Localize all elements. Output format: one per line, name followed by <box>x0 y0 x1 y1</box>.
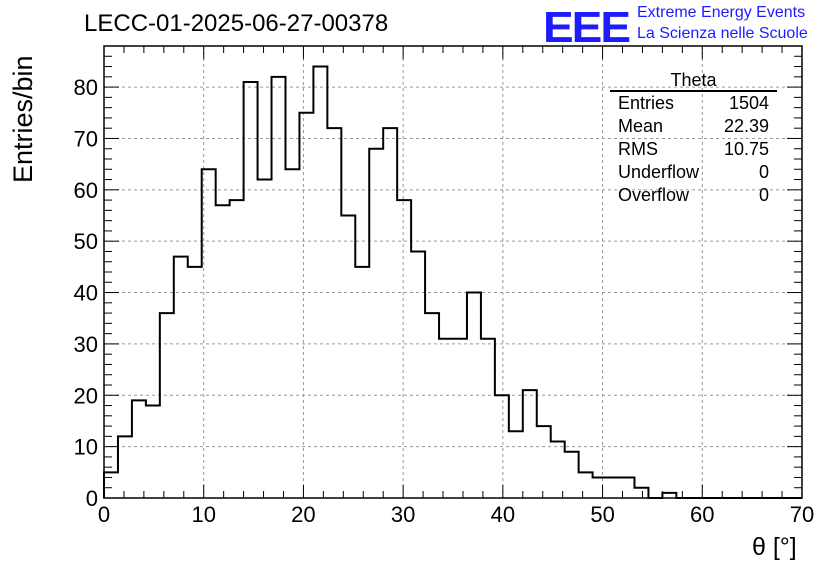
stats-value: 22.39 <box>723 116 769 136</box>
x-tick-label: 10 <box>191 502 215 527</box>
y-tick-label: 0 <box>86 486 98 511</box>
y-tick-label: 40 <box>74 281 98 306</box>
stats-label: Underflow <box>618 162 700 182</box>
y-tick-label: 10 <box>74 435 98 460</box>
y-tick-label: 30 <box>74 332 98 357</box>
x-tick-label: 40 <box>491 502 515 527</box>
y-tick-label: 50 <box>74 229 98 254</box>
stats-label: Mean <box>618 116 664 136</box>
x-tick-label: 0 <box>98 502 110 527</box>
stats-value: 0 <box>758 162 769 182</box>
stats-box: Theta Entries 1504 Mean 22.39 RMS 10.75 … <box>609 70 777 207</box>
y-axis-label: Entries/bin <box>8 55 38 183</box>
logo-line-1: Extreme Energy Events <box>637 4 806 21</box>
stats-value: 1504 <box>728 93 769 113</box>
stats-label: RMS <box>618 139 658 159</box>
stats-label: Entries <box>618 93 675 113</box>
x-tick-label: 50 <box>590 502 614 527</box>
stats-value: 10.75 <box>723 139 769 159</box>
x-tick-label: 30 <box>391 502 415 527</box>
x-tick-label: 60 <box>690 502 714 527</box>
y-tick-label: 20 <box>74 383 98 408</box>
x-axis-label: θ [°] <box>752 533 797 561</box>
eee-logo: EEE <box>543 2 631 52</box>
y-tick-label: 60 <box>74 178 98 203</box>
stats-value: 0 <box>758 185 769 205</box>
x-tick-label: 20 <box>291 502 315 527</box>
x-tick-label: 70 <box>790 502 814 527</box>
y-tick-label: 70 <box>74 126 98 151</box>
stats-row-mean: Mean 22.39 <box>609 115 777 138</box>
histogram-outline <box>103 65 802 499</box>
stats-title: Theta <box>610 70 777 92</box>
logo-line-2: La Scienza nelle Scuole <box>637 25 808 42</box>
stats-row-rms: RMS 10.75 <box>609 138 777 161</box>
stats-row-overflow: Overflow 0 <box>609 184 777 207</box>
y-tick-label: 80 <box>74 75 98 100</box>
chart-title: LECC-01-2025-06-27-00378 <box>84 10 389 37</box>
stats-label: Overflow <box>618 185 690 205</box>
stats-row-entries: Entries 1504 <box>609 92 777 115</box>
stats-row-underflow: Underflow 0 <box>609 161 777 184</box>
